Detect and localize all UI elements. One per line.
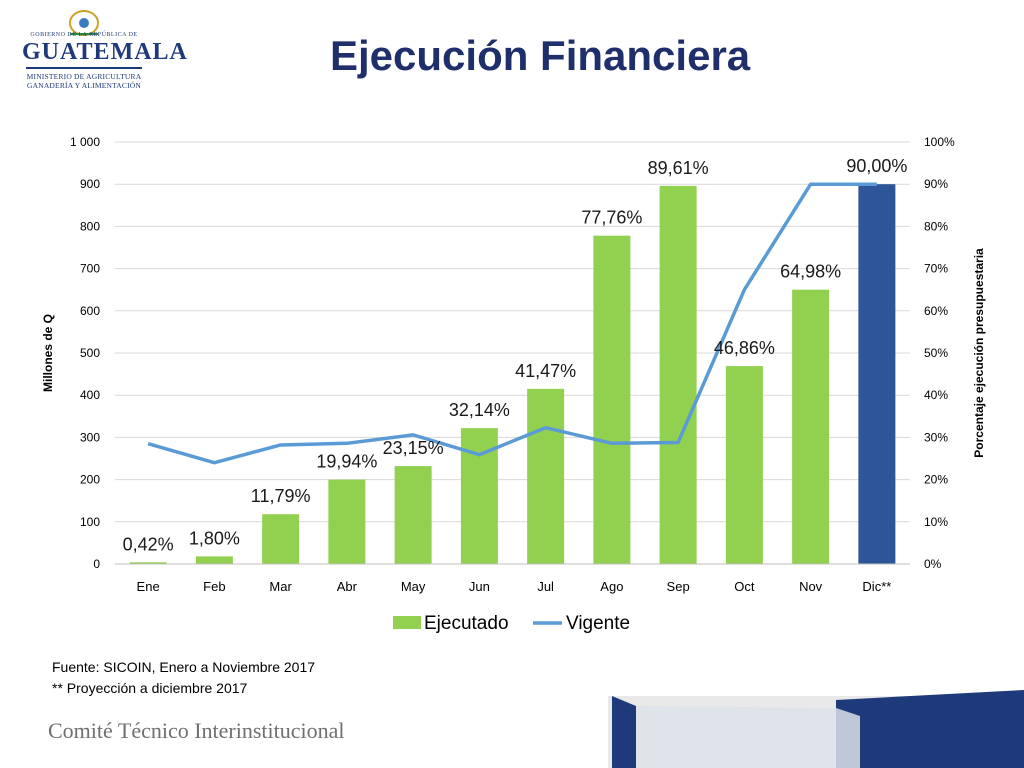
y2-tick-label: 100% [924,135,955,149]
logo-ministry-line1: MINISTERIO DE AGRICULTURA [26,72,142,81]
bar [858,184,896,564]
x-tick-label: Sep [667,579,690,594]
x-tick-label: Feb [203,579,225,594]
x-tick-label: Dic** [862,579,891,594]
y-tick-label: 500 [80,346,100,360]
logo-government-line: GOBIERNO DE LA REPÚBLICA DE [30,32,138,38]
logo-ministry-line2: GANADERÍA Y ALIMENTACIÓN [26,81,142,90]
bar-data-label: 90,00% [846,156,907,176]
bar-data-label: 64,98% [780,262,841,282]
x-tick-label: May [401,579,426,594]
y-tick-label: 0 [93,557,100,571]
x-tick-label: Abr [337,579,358,594]
y-tick-label: 200 [80,473,100,487]
legend-label-vigente: Vigente [566,613,630,634]
bar [195,556,233,564]
logo-rule [26,67,142,69]
bar-data-label: 32,14% [449,400,510,420]
y2-tick-label: 40% [924,388,948,402]
bar-data-label: 11,79% [251,486,311,506]
x-tick-label: Jun [469,579,490,594]
x-tick-label: Jul [537,579,554,594]
x-tick-label: Oct [734,579,755,594]
bar [725,366,763,564]
y-tick-label: 800 [80,219,100,233]
bar-data-label: 46,86% [714,338,775,358]
projection-note: ** Proyección a diciembre 2017 [52,680,248,696]
y-tick-label: 900 [80,177,100,191]
x-tick-label: Nov [799,579,823,594]
y-tick-label: 1 000 [70,135,100,149]
y2-tick-label: 90% [924,177,948,191]
y-tick-label: 100 [80,515,100,529]
bar-data-label: 41,47% [515,361,576,381]
coat-of-arms-icon [69,10,99,36]
y2-axis-title: Porcentaje ejecución presupuestaria [972,248,986,458]
bar [792,289,830,564]
page-title: Ejecución Financiera [330,32,751,79]
y2-tick-label: 20% [924,473,948,487]
bar-data-label: 1,80% [189,528,240,548]
bar-data-label: 23,15% [383,438,444,458]
bar-data-label: 89,61% [648,158,709,178]
y2-tick-label: 30% [924,430,948,444]
y2-tick-label: 80% [924,219,948,233]
y2-tick-label: 0% [924,557,942,571]
legend-label-ejecutado: Ejecutado [424,613,509,634]
bar [328,479,366,564]
y-tick-label: 300 [80,430,100,444]
x-tick-label: Mar [269,579,292,594]
y-axis-title: Millones de Q [41,314,55,392]
x-tick-label: Ago [600,579,623,594]
bar [527,388,565,564]
source-note: Fuente: SICOIN, Enero a Noviembre 2017 [52,659,316,675]
bar-data-label: 77,76% [581,208,642,228]
footer-text: Comité Técnico Interinstitucional [48,718,345,743]
bar-data-label: 0,42% [123,534,174,554]
vigente-line [147,182,877,465]
bar [394,466,432,564]
chart-notes: Fuente: SICOIN, Enero a Noviembre 2017 *… [52,657,315,699]
legend-swatch-ejecutado [393,616,421,629]
y-tick-label: 400 [80,388,100,402]
bar [129,562,167,564]
bar [262,514,300,564]
x-tick-label: Ene [137,579,160,594]
bar [593,235,631,564]
y-tick-label: 600 [80,304,100,318]
y2-tick-label: 60% [924,304,948,318]
y2-tick-label: 50% [924,346,948,360]
bar-data-label: 19,94% [316,452,377,472]
y2-tick-label: 10% [924,515,948,529]
y-tick-label: 700 [80,262,100,276]
bar [659,185,697,564]
y2-tick-label: 70% [924,262,948,276]
